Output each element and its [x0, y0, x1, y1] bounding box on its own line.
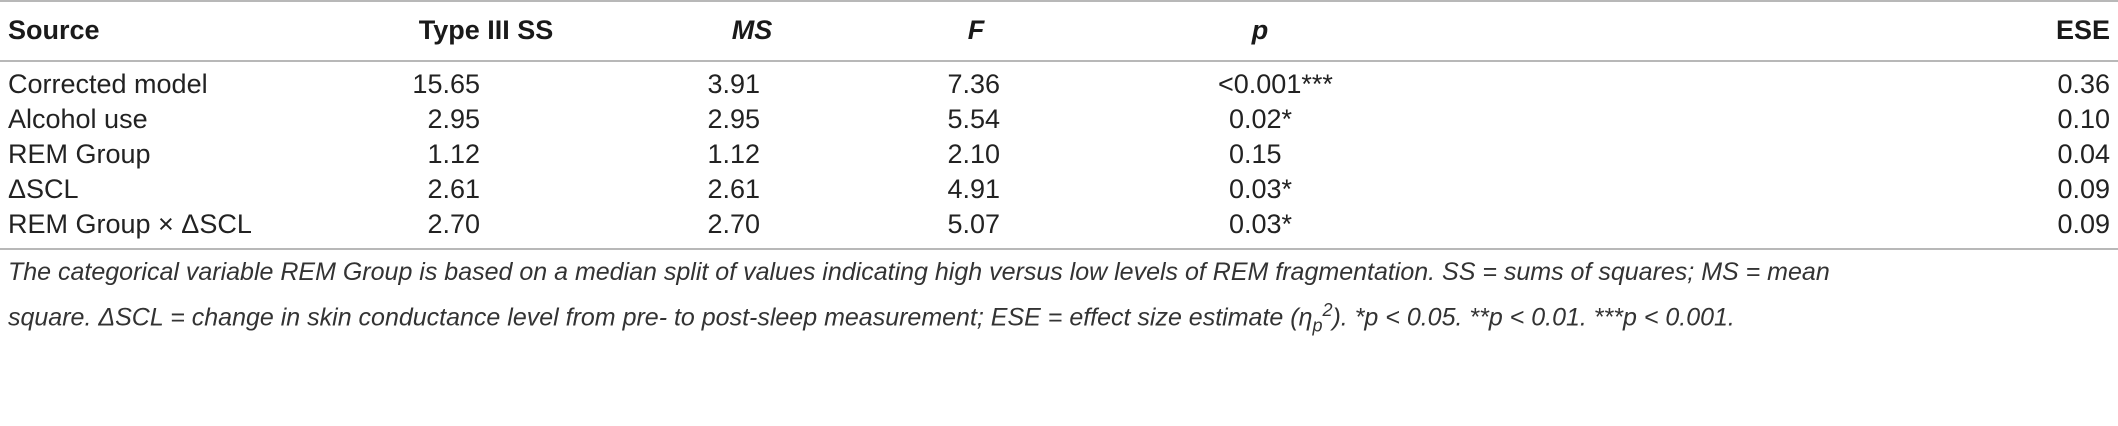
- header-ese: ESE: [2055, 15, 2110, 45]
- row-4-p: 0.03*: [1229, 209, 1293, 239]
- row-2-ms: 1.12: [707, 139, 760, 169]
- row-4-source: REM Group × ΔSCL: [8, 209, 252, 239]
- header-type-iii-ss: Type III SS: [418, 15, 554, 45]
- row-1-source: Alcohol use: [8, 104, 148, 134]
- row-1-p: 0.02*: [1229, 104, 1293, 134]
- row-0-ss: 15.65: [412, 69, 480, 99]
- row-0-ese: 0.36: [2057, 69, 2110, 99]
- row-3-ss: 2.61: [427, 174, 480, 204]
- row-1-ese: 0.10: [2057, 104, 2110, 134]
- row-2-f: 2.10: [947, 139, 1000, 169]
- header-f: F: [967, 15, 985, 45]
- row-0-p: <0.001***: [1218, 69, 1333, 99]
- row-0-source: Corrected model: [8, 69, 208, 99]
- footnote-line-1: The categorical variable REM Group is ba…: [8, 258, 1830, 286]
- row-2-p: 0.15: [1229, 139, 1282, 169]
- footnote-line-2: square. ΔSCL = change in skin conductanc…: [8, 291, 2108, 344]
- row-3-ms: 2.61: [707, 174, 760, 204]
- header-p: p: [1251, 15, 1269, 45]
- row-4-f: 5.07: [947, 209, 1000, 239]
- header-ms: MS: [731, 15, 773, 45]
- row-2-ese: 0.04: [2057, 139, 2110, 169]
- footnote-line-2-end: ). *p < 0.05. **p < 0.01. ***p < 0.001.: [1332, 303, 1735, 332]
- row-0-f: 7.36: [947, 69, 1000, 99]
- header-rule: [0, 60, 2118, 62]
- row-1-f: 5.54: [947, 104, 1000, 134]
- row-3-f: 4.91: [947, 174, 1000, 204]
- row-4-ese: 0.09: [2057, 209, 2110, 239]
- footnote-eta-subscript: p: [1312, 315, 1323, 336]
- footnote-eta-superscript: 2: [1322, 300, 1333, 320]
- row-1-ss: 2.95: [427, 104, 480, 134]
- row-4-ss: 2.70: [427, 209, 480, 239]
- header-source: Source: [8, 15, 100, 45]
- row-1-ms: 2.95: [707, 104, 760, 134]
- row-3-p: 0.03*: [1229, 174, 1293, 204]
- footnote-line-2-text: square. ΔSCL = change in skin conductanc…: [8, 303, 1313, 332]
- row-2-source: REM Group: [8, 139, 151, 169]
- top-rule: [0, 0, 2118, 2]
- row-3-ese: 0.09: [2057, 174, 2110, 204]
- row-0-ms: 3.91: [707, 69, 760, 99]
- row-2-ss: 1.12: [427, 139, 480, 169]
- bottom-rule: [0, 248, 2118, 250]
- row-3-source: ΔSCL: [8, 174, 79, 204]
- table-footnote: The categorical variable REM Group is ba…: [8, 253, 2108, 344]
- row-4-ms: 2.70: [707, 209, 760, 239]
